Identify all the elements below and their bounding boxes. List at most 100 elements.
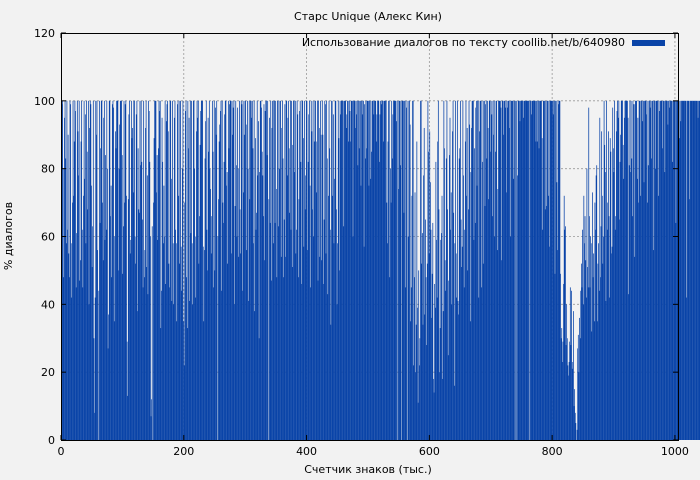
bar [213,100,215,440]
bar [237,168,239,441]
bar [217,236,219,440]
bar [307,161,309,440]
bar [228,148,230,440]
bar [557,250,558,440]
bar [156,155,158,440]
bar [89,100,91,440]
bar [202,100,203,440]
bar [110,185,112,441]
bar [323,283,324,440]
bar [166,104,168,440]
bar [243,192,245,440]
bar [227,100,229,440]
bar [313,236,315,440]
bar [481,100,483,440]
bar [64,117,65,440]
bar [178,195,180,440]
bar [169,287,170,441]
bar [127,395,129,440]
bar [487,127,489,440]
bar [534,100,536,440]
bar [244,100,246,440]
bar [304,100,305,440]
bar [356,114,358,441]
bar [251,117,253,440]
bar [461,246,463,440]
bar [179,100,181,440]
bar [445,158,447,441]
bar [579,317,580,440]
bar [258,338,260,440]
bar [328,100,330,440]
bar [215,134,217,440]
bar [264,260,265,440]
bar [517,175,518,440]
bar [431,317,432,440]
bar [268,199,270,440]
bar [412,100,414,440]
bar [267,100,269,440]
bar [480,287,482,441]
bar [184,202,186,440]
bar [341,100,343,440]
y-tick-label: 40 [41,298,55,311]
bar [580,290,582,440]
bar [554,273,556,440]
bar [679,138,680,440]
bar [218,141,220,440]
bar [379,114,381,441]
bar [406,107,407,441]
bar [421,263,423,440]
bar [203,321,205,440]
bar [488,100,490,440]
bar [651,100,653,440]
bar [145,100,147,440]
bar [523,117,525,440]
bar [182,100,184,440]
bar [467,270,469,440]
bar [75,287,77,441]
bar [631,216,633,440]
bar [446,100,448,440]
bar [475,107,477,441]
bar [417,307,418,440]
bar [619,219,620,440]
bar [488,199,490,440]
bar [382,100,383,440]
bar [170,100,172,440]
bar [474,222,476,440]
bar [654,100,656,440]
bar [447,355,449,440]
chart-title: Старс Unique (Алекс Кин) [294,10,442,23]
bar [460,219,462,440]
bar [351,100,353,440]
bar [262,175,264,440]
bar [578,372,580,440]
bar [126,341,128,440]
bar [650,158,652,441]
bar [581,287,583,441]
bar [312,100,314,440]
bar [646,100,648,440]
bar [435,161,437,440]
bar [615,131,617,441]
bar [616,111,618,440]
bar [402,100,404,440]
bar [220,111,221,440]
bar [373,114,375,441]
bar [148,100,149,440]
bar [689,199,690,440]
bar [294,100,296,440]
bar [683,100,685,440]
bar [345,127,347,440]
bar [397,100,399,440]
bar [277,100,279,440]
bar [493,100,495,440]
bar [276,277,278,440]
bar [694,100,696,440]
bar [464,141,466,440]
bar [314,100,316,440]
bar [330,324,332,440]
bar [542,229,544,440]
bar [655,100,657,440]
